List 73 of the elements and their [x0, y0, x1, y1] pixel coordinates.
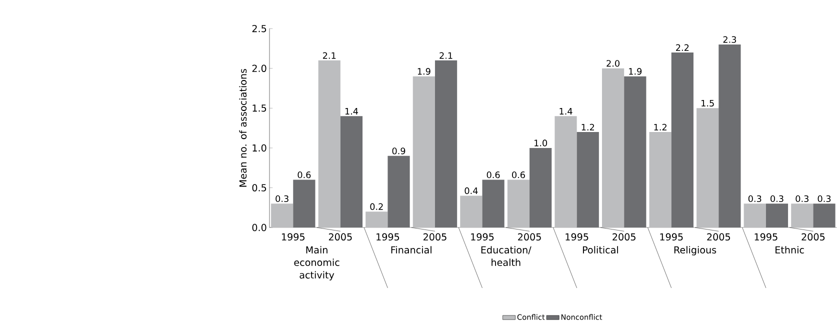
bar	[602, 68, 624, 228]
data-label: 0.3	[748, 195, 762, 202]
y-axis-title: Mean no. of associations	[239, 69, 247, 187]
data-label: 2.1	[440, 52, 452, 59]
y-tick-label: 1.5	[252, 104, 266, 112]
bar	[624, 76, 646, 228]
bar	[813, 204, 836, 228]
bar	[791, 204, 814, 228]
bar	[388, 156, 410, 228]
x-tick-label: 2005	[707, 233, 730, 241]
text: Religious	[674, 246, 716, 256]
data-label: 0.2	[370, 203, 383, 210]
bar	[766, 204, 788, 228]
x-tick-label: 2005	[328, 233, 352, 241]
bar	[271, 204, 294, 228]
data-label: 0.3	[818, 195, 831, 202]
data-label: 1.0	[534, 140, 548, 146]
bar	[671, 52, 694, 228]
data-label: 1.2	[582, 124, 594, 130]
data-label: 0.3	[796, 195, 808, 202]
x-tick-label: 2005	[423, 233, 446, 241]
bar	[482, 180, 504, 228]
x-tick-label: 2005	[612, 233, 636, 241]
bar	[718, 44, 741, 228]
x-tick-label: 2005	[518, 233, 541, 241]
bar	[434, 60, 458, 228]
data-label: 0.3	[276, 195, 288, 202]
x-tick-label: 1995	[471, 233, 494, 241]
data-label: 1.5	[702, 100, 714, 107]
bar	[576, 132, 599, 228]
bar	[530, 148, 552, 228]
y-tick-label: 2.5	[252, 25, 266, 32]
data-label: 0.3	[770, 195, 784, 202]
bar	[460, 196, 482, 228]
data-label: 2.2	[676, 44, 689, 51]
bar	[293, 180, 316, 228]
y-tick-label: 0.0	[252, 224, 266, 232]
bar	[507, 180, 530, 228]
data-label: 0.9	[392, 148, 406, 154]
bar	[744, 204, 766, 228]
y-tick-label: 0.5	[252, 184, 266, 192]
text: Ethnic	[776, 246, 804, 254]
data-label: 2.3	[723, 36, 736, 43]
data-label: 1.9	[418, 68, 430, 75]
text: Education/ health	[481, 246, 532, 266]
data-label: 1.9	[629, 68, 642, 75]
text: Financial	[391, 246, 432, 254]
y-tick-label: 2.0	[252, 64, 266, 72]
text: Political	[582, 246, 618, 254]
bar	[318, 60, 340, 228]
data-label: 1.4	[560, 108, 572, 115]
x-tick-label: 1995	[660, 233, 683, 241]
bar	[412, 76, 435, 228]
x-tick-label: 1995	[754, 233, 778, 241]
x-tick-label: 1995	[376, 233, 400, 241]
data-label: 1.2	[654, 124, 666, 130]
bar	[340, 116, 363, 228]
data-label: 0.6	[512, 172, 525, 178]
text: Main economic activity	[294, 246, 340, 280]
data-label: 2.1	[322, 52, 336, 59]
x-tick-label: 1995	[566, 233, 588, 241]
bar	[366, 212, 388, 228]
data-label: 0.4	[464, 187, 478, 194]
bar	[554, 116, 577, 228]
bar	[649, 132, 672, 228]
data-label: 0.6	[486, 172, 500, 178]
data-label: 0.6	[298, 172, 311, 178]
bar	[696, 108, 719, 228]
data-label: 2.0	[606, 60, 620, 67]
y-tick-label: 1.0	[252, 144, 266, 152]
x-tick-label: 2005	[802, 233, 825, 241]
x-tick-label: 1995	[282, 233, 304, 241]
data-label: 1.4	[345, 108, 358, 115]
